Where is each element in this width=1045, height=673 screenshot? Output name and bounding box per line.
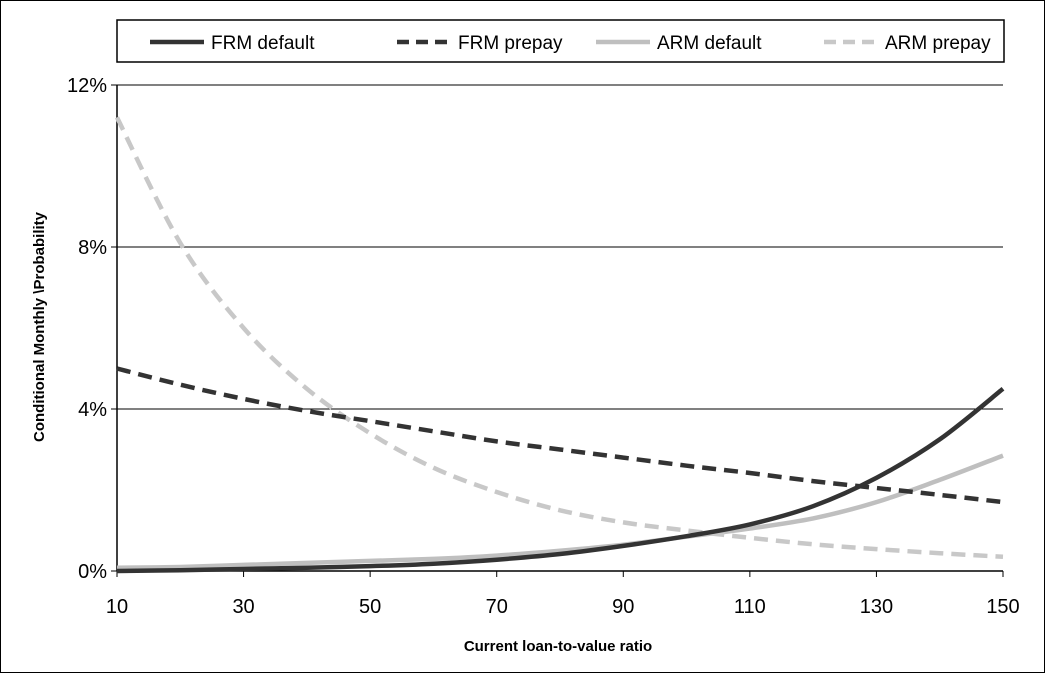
series-lines [114, 116, 1005, 574]
y-tick-label: 8% [78, 237, 107, 259]
x-tick-label: 90 [612, 596, 634, 618]
x-tick-label: 10 [106, 596, 128, 618]
legend-label: FRM default [211, 33, 315, 54]
x-tick-label: 50 [359, 596, 381, 618]
series-line-arm-prepay [114, 116, 1004, 560]
y-tick-label: 4% [78, 399, 107, 421]
legend-label: ARM prepay [885, 33, 991, 54]
series-line-frm-prepay [116, 366, 1004, 505]
y-axis-title: Conditional Monthly \Probability [31, 211, 48, 442]
x-tick-label: 110 [734, 596, 766, 618]
y-tick-labels: 0% 4% 8% 12% [67, 75, 117, 583]
legend-label: ARM default [657, 33, 762, 54]
axes [116, 85, 1003, 572]
y-tick-label: 12% [67, 75, 107, 97]
x-tick-labels: 10 30 50 70 90 110 130 150 [106, 571, 1020, 618]
grid-lines [117, 84, 1003, 410]
x-tick-label: 30 [232, 596, 254, 618]
x-tick-label: 130 [860, 596, 893, 618]
series-line-frm-default [116, 387, 1005, 574]
legend-box [116, 19, 1005, 63]
legend-label: FRM prepay [458, 33, 563, 54]
x-tick-label: 70 [486, 596, 508, 618]
x-tick-label: 150 [986, 596, 1019, 618]
series-line-arm-default [116, 453, 1004, 571]
y-tick-label: 0% [78, 561, 107, 583]
x-axis-title: Current loan-to-value ratio [464, 638, 652, 655]
legend: FRM default FRM prepay ARM default ARM prep… [116, 19, 1005, 63]
